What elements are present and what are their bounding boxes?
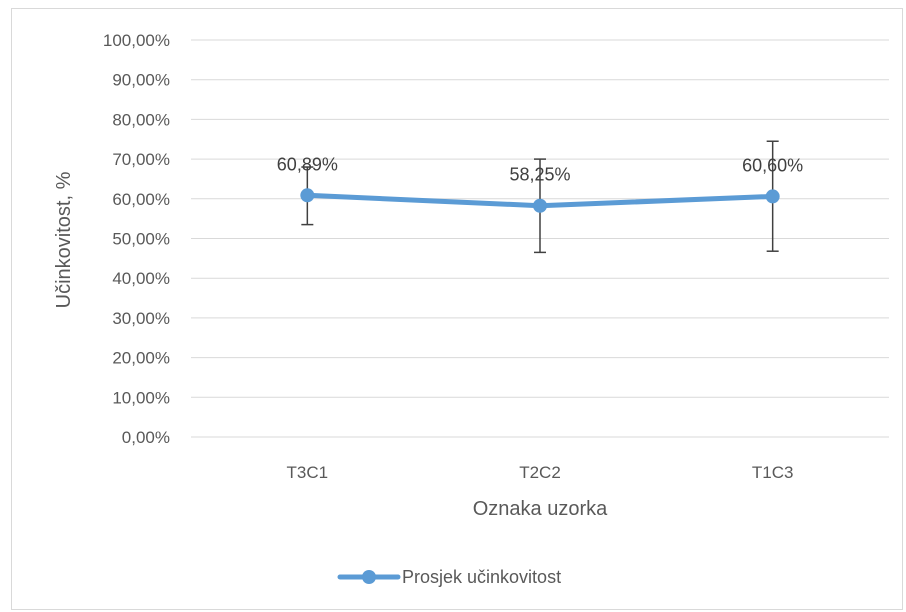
data-label: 60,60% [742,155,803,175]
data-label-layer: 60,89% 58,25% 60,60% [277,154,803,184]
y-tick-label: 0,00% [122,428,170,447]
marker-layer [300,188,780,213]
data-label: 58,25% [509,165,570,185]
y-tick-label: 70,00% [112,150,170,169]
y-tick-label: 10,00% [112,388,170,407]
y-tick-label: 50,00% [112,230,170,249]
data-point-marker [765,189,780,204]
y-axis-ticks: 0,00% 10,00% 20,00% 30,00% 40,00% 50,00% 60,00… [103,31,170,447]
legend: Prosjek učinkovitost [337,567,561,587]
legend-marker [362,570,376,584]
legend-label: Prosjek učinkovitost [402,567,561,587]
y-tick-label: 90,00% [112,71,170,90]
data-point-marker [300,188,315,203]
y-tick-label: 100,00% [103,31,170,50]
data-label: 60,89% [277,154,338,174]
y-tick-label: 20,00% [112,349,170,368]
x-tick-label: T1C3 [752,463,794,482]
y-tick-label: 40,00% [112,269,170,288]
x-axis-ticks: T3C1 T2C2 T1C3 [287,463,794,482]
x-axis-title: Oznaka uzorka [473,498,608,520]
chart-frame [11,8,903,610]
y-axis-title: Učinkovitost, % [53,171,75,308]
y-tick-label: 80,00% [112,110,170,129]
x-tick-label: T2C2 [519,463,561,482]
y-tick-label: 30,00% [112,309,170,328]
x-tick-label: T3C1 [287,463,329,482]
data-point-marker [533,198,547,213]
y-tick-label: 60,00% [112,190,170,209]
